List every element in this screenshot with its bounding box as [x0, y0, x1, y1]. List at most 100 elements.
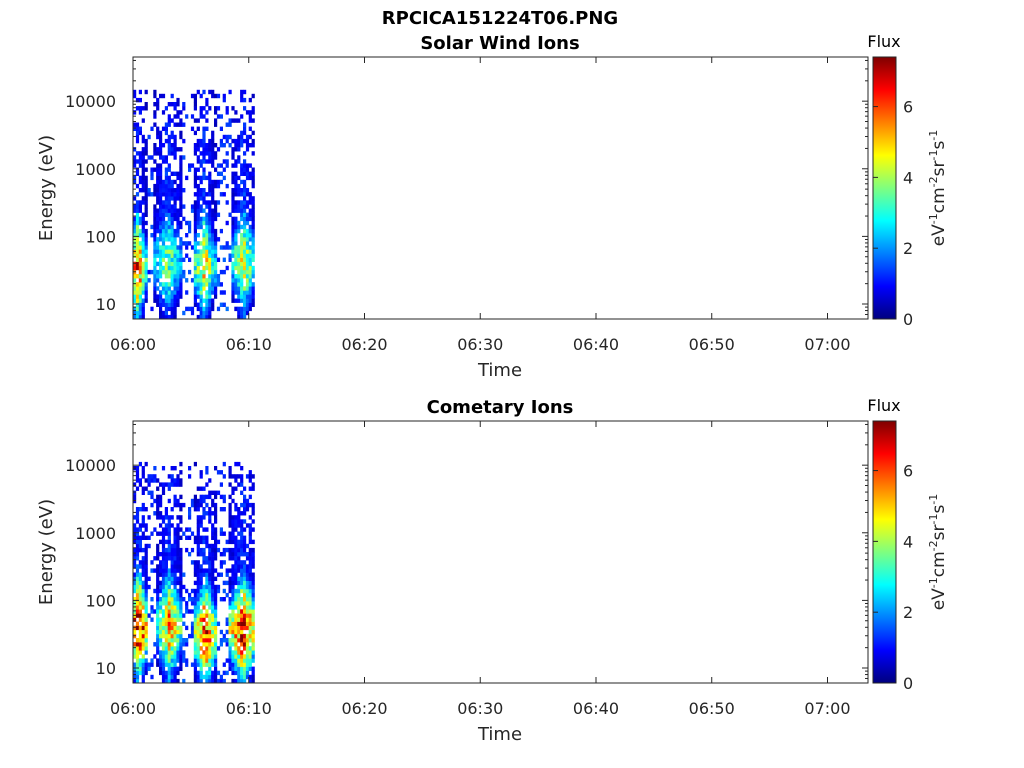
heatmap-cell [144, 478, 148, 483]
heatmap-cell [135, 122, 140, 127]
heatmap-cell [167, 265, 171, 271]
heatmap-cell [222, 461, 226, 467]
heatmap-cell [161, 597, 166, 602]
heatmap-cell [156, 576, 160, 581]
heatmap-cell [156, 179, 160, 185]
heatmap-cell [138, 216, 142, 222]
heatmap-cell [141, 580, 145, 586]
heatmap-cell [237, 662, 241, 667]
heatmap-cell [214, 674, 218, 680]
heatmap-cell [133, 265, 137, 271]
heatmap-cell [144, 658, 148, 663]
heatmap-cell [248, 621, 252, 626]
heatmap-cell [161, 298, 166, 303]
heatmap-cell [150, 269, 154, 275]
heatmap-cell [202, 274, 206, 279]
heatmap-cell [182, 274, 186, 279]
heatmap-cell [240, 674, 244, 680]
heatmap-cell [216, 572, 221, 577]
heatmap-cell [205, 147, 209, 152]
heatmap-cell [135, 314, 140, 320]
heatmap-cell [135, 138, 140, 144]
heatmap-cell [159, 588, 163, 594]
heatmap-cell [251, 486, 255, 491]
heatmap-cell [237, 576, 241, 581]
heatmap-cell [179, 568, 183, 573]
heatmap-cell [231, 568, 235, 573]
heatmap-cell [216, 200, 221, 205]
heatmap-cell [231, 552, 235, 557]
heatmap-cell [164, 269, 168, 275]
heatmap-cell [205, 245, 209, 250]
heatmap-cell [211, 261, 215, 267]
heatmap-cell [133, 233, 137, 238]
heatmap-cell [240, 212, 244, 217]
heatmap-cell [167, 650, 171, 655]
heatmap-cell [199, 314, 203, 320]
heatmap-cell [164, 629, 168, 635]
heatmap-cell [231, 547, 235, 553]
heatmap-cell [225, 658, 229, 663]
heatmap-cell [245, 564, 250, 569]
heatmap-cell [138, 642, 142, 647]
heatmap-cell [159, 245, 163, 250]
heatmap-cell [133, 547, 137, 553]
heatmap-cell [156, 507, 160, 512]
heatmap-cell [138, 241, 142, 246]
heatmap-cell [141, 167, 145, 172]
heatmap-cell [173, 650, 177, 655]
heatmap-cell [193, 171, 197, 176]
heatmap-cell [179, 662, 183, 667]
heatmap-cell [231, 666, 235, 671]
heatmap-cell [144, 556, 148, 561]
heatmap-cell [135, 613, 140, 618]
heatmap-cell [193, 642, 197, 647]
heatmap-cell [138, 302, 142, 307]
x-tick-label: 06:20 [341, 699, 387, 718]
heatmap-cell [208, 515, 212, 520]
heatmap-cell [234, 204, 238, 209]
heatmap-cell [167, 261, 171, 267]
heatmap-cell [173, 564, 177, 569]
heatmap-cell [199, 188, 203, 193]
heatmap-cell [240, 294, 244, 299]
heatmap-cell [237, 560, 241, 565]
heatmap-cell [208, 151, 212, 156]
heatmap-cell [199, 654, 203, 659]
heatmap-cell [164, 212, 168, 217]
heatmap-cell [138, 576, 142, 581]
heatmap-cell [167, 588, 171, 594]
heatmap-cell [179, 625, 183, 631]
heatmap-cell [248, 539, 252, 545]
heatmap-cell [228, 466, 232, 471]
heatmap-cell [243, 224, 247, 230]
heatmap-cell [231, 155, 235, 160]
heatmap-cell [150, 658, 154, 663]
heatmap-cell [245, 265, 250, 271]
heatmap-cell [141, 470, 145, 475]
heatmap-cell [231, 584, 235, 590]
heatmap-cell [211, 306, 215, 312]
heatmap-cell [176, 601, 180, 606]
heatmap-cell [243, 302, 247, 307]
heatmap-cell [196, 126, 200, 131]
heatmap-cell [205, 621, 209, 626]
heatmap-cell [231, 638, 235, 643]
heatmap-cell [133, 642, 137, 647]
heatmap-cell [141, 605, 145, 610]
heatmap-cell [133, 535, 137, 540]
heatmap-cell [170, 130, 174, 136]
heatmap-cell [228, 511, 232, 516]
heatmap-cell [164, 617, 168, 622]
heatmap-cell [141, 249, 145, 254]
heatmap-cell [199, 290, 203, 295]
heatmap-cell [219, 552, 223, 557]
heatmap-cell [190, 547, 195, 553]
heatmap-cell [205, 310, 209, 316]
heatmap-cell [144, 294, 148, 299]
heatmap-cell [135, 208, 140, 213]
heatmap-cell [251, 228, 255, 234]
heatmap-cell [205, 662, 209, 667]
heatmap-cell [214, 261, 218, 267]
heatmap-cell [248, 564, 252, 569]
